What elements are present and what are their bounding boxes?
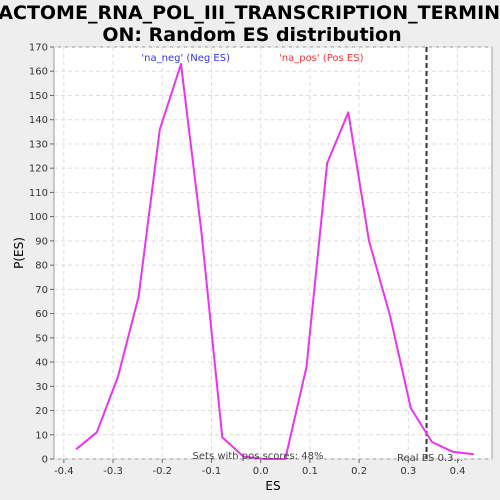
y-axis: 0 10 20 30 40 50 60 70 80 90 100 110 120 130 140 150 160…	[29, 43, 54, 466]
y-tick-label: 100	[29, 212, 48, 223]
x-tick-label: -0.1	[202, 466, 222, 477]
y-tick-label: 40	[35, 358, 48, 369]
x-tick-label: 0.0	[253, 466, 269, 477]
chart-title-line1: REACTOME_RNA_POL_III_TRANSCRIPTION_TERMI…	[0, 2, 500, 24]
y-tick-label: 150	[29, 91, 48, 102]
sets-with-pos-scores-label: Sets with pos scores: 48%	[193, 451, 324, 462]
x-tick-label: 0.4	[450, 466, 466, 477]
y-tick-label: 70	[35, 285, 48, 296]
y-tick-label: 50	[35, 333, 48, 344]
series-group	[75, 63, 474, 460]
y-tick-label: 30	[35, 382, 48, 393]
x-tick-label: -0.3	[103, 466, 123, 477]
x-tick-label: 0.2	[351, 466, 367, 477]
x-tick-label: 0.3	[400, 466, 416, 477]
plot-area	[53, 46, 493, 460]
y-tick-label: 130	[29, 139, 48, 150]
x-tick-label: 0.1	[302, 466, 318, 477]
x-axis-title: ES	[265, 479, 280, 493]
legend-pos-label: 'na_pos' (Pos ES)	[279, 53, 364, 64]
legend-neg-label: 'na_neg' (Neg ES)	[141, 53, 230, 64]
y-tick-label: 20	[35, 406, 48, 417]
y-tick-label: 120	[29, 164, 48, 175]
y-tick-label: 140	[29, 115, 48, 126]
y-tick-label: 10	[35, 430, 48, 441]
y-tick-label: 90	[35, 236, 48, 247]
y-tick-label: 110	[29, 188, 48, 199]
y-tick-label: 160	[29, 67, 48, 78]
x-tick-label: -0.4	[54, 466, 74, 477]
y-tick-label: 0	[42, 455, 48, 466]
y-tick-label: 170	[29, 43, 48, 54]
chart-title-line2: ON: Random ES distribution	[102, 24, 401, 46]
y-tick-label: 80	[35, 261, 48, 272]
x-tick-label: -0.2	[153, 466, 173, 477]
real-es-label: Real ES 0.3...	[397, 453, 463, 464]
y-axis-title: P(ES)	[12, 237, 26, 269]
es-distribution-line	[75, 63, 474, 460]
y-tick-label: 60	[35, 309, 48, 320]
x-axis: -0.4 -0.3 -0.2 -0.1 0.0 0.1 0.2 0.3 0.4	[54, 459, 466, 477]
